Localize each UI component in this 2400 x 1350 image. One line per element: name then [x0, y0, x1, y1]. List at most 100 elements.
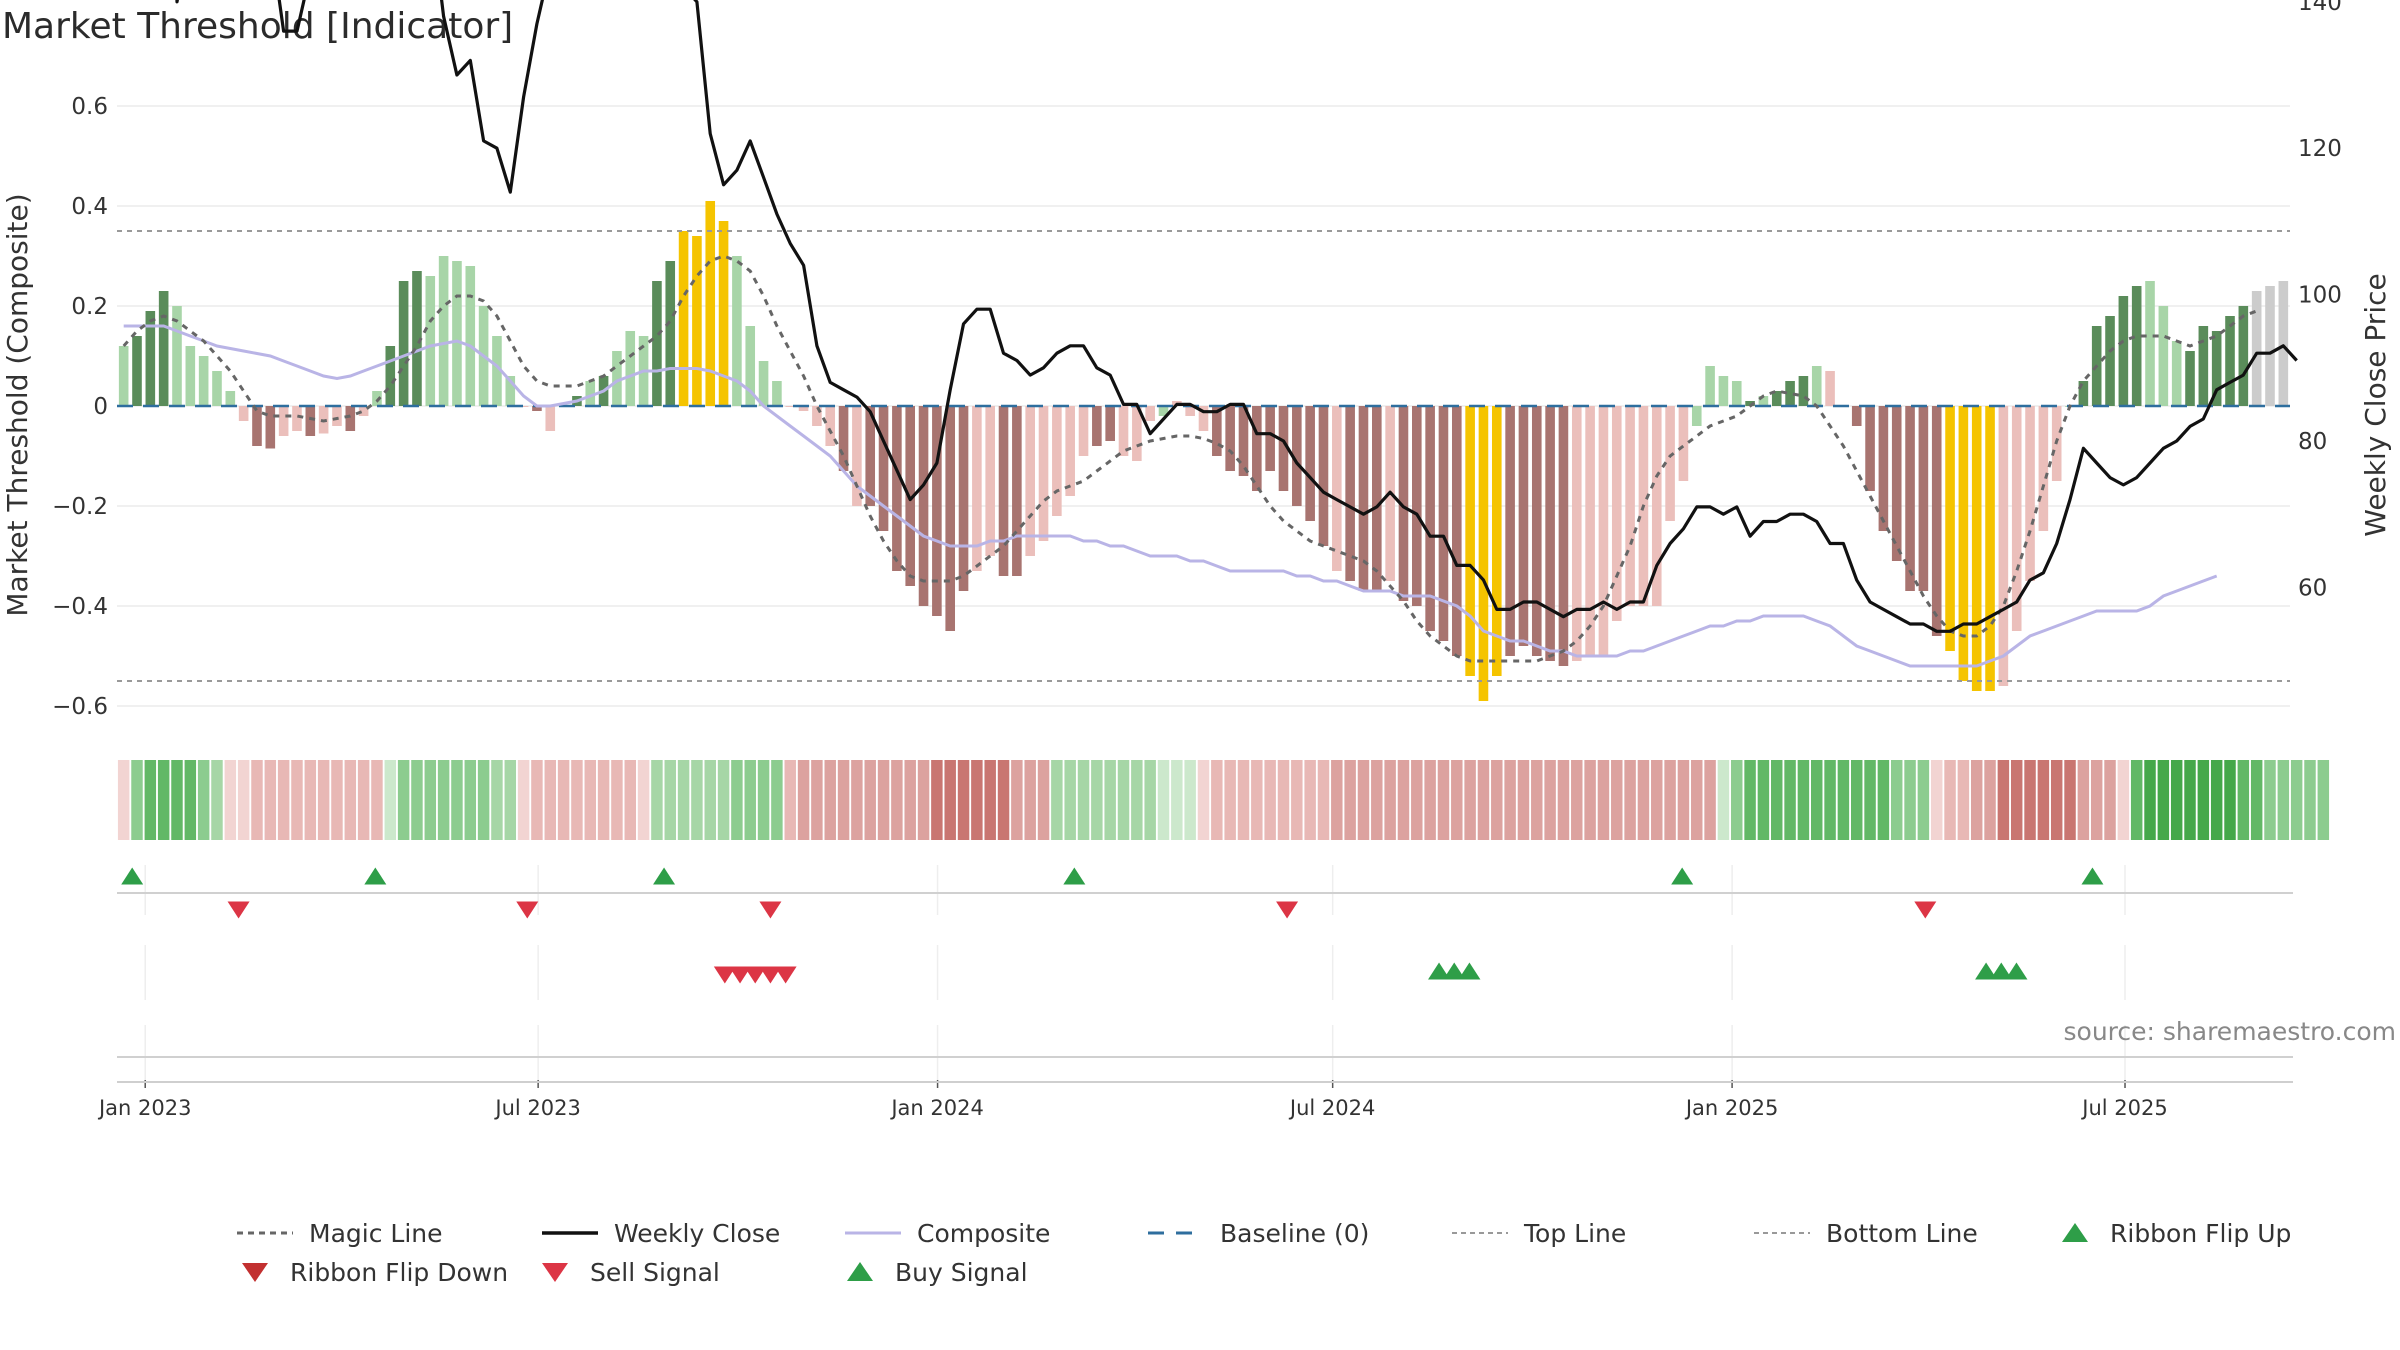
composite-bar: [692, 236, 702, 406]
composite-bar: [798, 406, 809, 411]
ribbon-cell: [291, 760, 303, 840]
composite-bar: [1425, 406, 1435, 631]
ribbon-cell: [2184, 760, 2196, 840]
legend-swatch-6: [2062, 1223, 2088, 1242]
ribbon-cell: [1477, 760, 1490, 840]
composite-bar: [1931, 406, 1942, 636]
composite-bar: [1531, 406, 1542, 656]
buy-signal-marker: [1443, 962, 1466, 980]
ribbon-cell: [171, 760, 183, 840]
composite-bar: [1052, 406, 1062, 516]
ribbon-cell: [1597, 760, 1610, 840]
ribbon-cell: [1557, 760, 1570, 840]
composite-bar: [852, 406, 862, 506]
ribbon-cell: [2037, 760, 2050, 840]
ribbon-cell: [1797, 760, 1810, 840]
composite-bar: [2145, 281, 2155, 406]
composite-bar: [2131, 286, 2142, 406]
ribbon-cell: [2130, 760, 2143, 840]
composite-bar: [865, 406, 876, 506]
ribbon-cell: [1677, 760, 1690, 840]
composite-bar: [1238, 406, 1249, 476]
ribbon-cell: [1997, 760, 2010, 840]
ribbon-cell: [611, 760, 623, 840]
ribbon-cell: [677, 760, 690, 840]
composite-bar: [1678, 406, 1689, 481]
buy-signal-marker: [1428, 962, 1451, 980]
ribbon-cell: [1024, 760, 1036, 840]
composite-bar: [1252, 406, 1262, 491]
composite-bar: [1825, 371, 1835, 406]
ribbon-cell: [1211, 760, 1223, 840]
ribbon-cell: [1731, 760, 1743, 840]
ribbon-cell: [1131, 760, 1143, 840]
ribbon-cell: [944, 760, 956, 840]
x-tick-label: Jan 2023: [97, 1096, 192, 1120]
ribbon-cell: [1504, 760, 1516, 840]
composite-bar: [385, 346, 396, 406]
composite-bar: [545, 406, 556, 431]
ribbon-cell: [1437, 760, 1450, 840]
ribbon-cell: [557, 760, 570, 840]
ribbon-cell: [2144, 760, 2156, 840]
ribbon-cell: [2317, 760, 2330, 840]
composite-line: [123, 324, 2218, 668]
composite-bar: [225, 391, 236, 406]
composite-bar: [1771, 391, 1782, 406]
ribbon-cell: [131, 760, 143, 840]
composite-bar: [1518, 406, 1529, 646]
ribbon-cell: [304, 760, 317, 840]
y-tick-label-right: 60: [2298, 575, 2327, 601]
legend-swatch-8: [542, 1263, 568, 1282]
ribbon-cell: [1904, 760, 1916, 840]
ribbon-cell: [2157, 760, 2170, 840]
composite-bar: [998, 406, 1009, 576]
composite-bar: [1158, 406, 1169, 416]
composite-bar: [1185, 406, 1195, 416]
sell-signal-marker: [759, 966, 782, 984]
composite-bar: [2278, 281, 2289, 406]
composite-bar: [1451, 406, 1462, 656]
ribbon-cell: [1717, 760, 1730, 840]
ribbon-cell: [1517, 760, 1530, 840]
ribbon-cell: [2237, 760, 2250, 840]
composite-bar: [1491, 406, 1502, 676]
ribbon-cell: [1091, 760, 1103, 840]
axes: 0.60.40.20−0.2−0.4−0.6200180160140120100…: [52, 0, 2342, 1120]
composite-bar: [305, 406, 316, 436]
ribbon-cell: [1837, 760, 1850, 840]
composite-bar: [1118, 406, 1129, 456]
composite-bar: [132, 336, 142, 406]
ribbon-cell: [637, 760, 650, 840]
composite-bar: [412, 271, 422, 406]
ribbon-cell: [1104, 760, 1116, 840]
ribbon-cell: [2010, 760, 2023, 840]
composite-bar: [985, 406, 995, 556]
ribbon-cell: [1851, 760, 1863, 840]
composite-bar: [2238, 306, 2249, 406]
x-tick-label: Jan 2024: [889, 1096, 984, 1120]
composite-bar: [292, 406, 302, 431]
ribbon-cell: [1744, 760, 1756, 840]
composite-bar: [1198, 406, 1209, 431]
ribbon-cell: [744, 760, 756, 840]
composite-bar: [1078, 406, 1089, 456]
composite-bar: [958, 406, 969, 591]
legend-label: Top Line: [1523, 1219, 1626, 1248]
ribbon-flip-down-marker: [759, 901, 782, 919]
ribbon-cell: [1371, 760, 1383, 840]
composite-bar: [532, 406, 542, 411]
buy-signal-marker: [1990, 962, 2013, 980]
composite-bar: [212, 371, 222, 406]
ribbon-cell: [2050, 760, 2063, 840]
legend-label: Weekly Close: [614, 1219, 780, 1248]
ribbon-cell: [1691, 760, 1703, 840]
composite-bar: [1625, 406, 1635, 606]
composite-bar: [2078, 381, 2089, 406]
ribbon-cell: [2090, 760, 2103, 840]
ribbon-cell: [371, 760, 383, 840]
composite-bar: [332, 406, 342, 426]
composite-bar: [1438, 406, 1449, 641]
ribbon-cell: [2077, 760, 2090, 840]
ribbon-cell: [2170, 760, 2183, 840]
